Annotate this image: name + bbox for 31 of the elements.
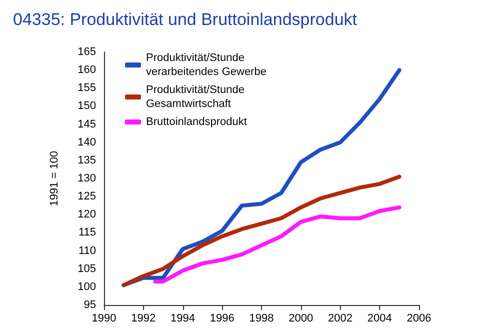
line-series [122,174,402,288]
y-tick-label: 120 [78,208,96,221]
y-tick-label: 105 [78,262,96,275]
y-tick-label: 165 [78,46,96,58]
line-series [153,205,402,284]
y-axis-title: 1991 = 100 [48,150,60,206]
legend-label: Produktivität/Stunde Gesamtwirtschaft [146,84,248,110]
y-tick-label: 150 [78,100,96,112]
y-tick-label: 100 [78,280,96,293]
x-tick-label: 2006 [406,312,432,324]
legend-label: Produktivität/Stunde verarbeitendes Gewerbe [146,52,266,78]
y-tick-label: 145 [78,118,96,130]
chart-title: 04335: Produktivität und Bruttoinlandsprodukt [13,10,358,29]
y-tick-label: 135 [78,154,96,166]
x-tick-label: 1998 [249,312,274,324]
y-tick-label: 130 [78,172,96,184]
x-tick-label: 1992 [131,312,156,324]
y-tick-label: 125 [78,190,96,203]
y-tick-label: 110 [78,244,96,257]
y-tick-label: 115 [78,226,96,239]
y-tick-label: 95 [84,299,96,311]
legend-label: Bruttoinlandsprodukt [146,116,247,128]
y-tick-label: 160 [78,64,96,76]
x-tick-label: 2000 [288,312,314,324]
x-tick-label: 2004 [367,312,392,324]
x-tick-label: 1996 [210,312,234,324]
x-tick-label: 1994 [170,312,195,324]
x-tick-label: 1990 [92,312,116,324]
x-tick-label: 2002 [328,312,352,324]
y-tick-label: 155 [78,82,96,94]
y-tick-label: 140 [78,136,96,148]
